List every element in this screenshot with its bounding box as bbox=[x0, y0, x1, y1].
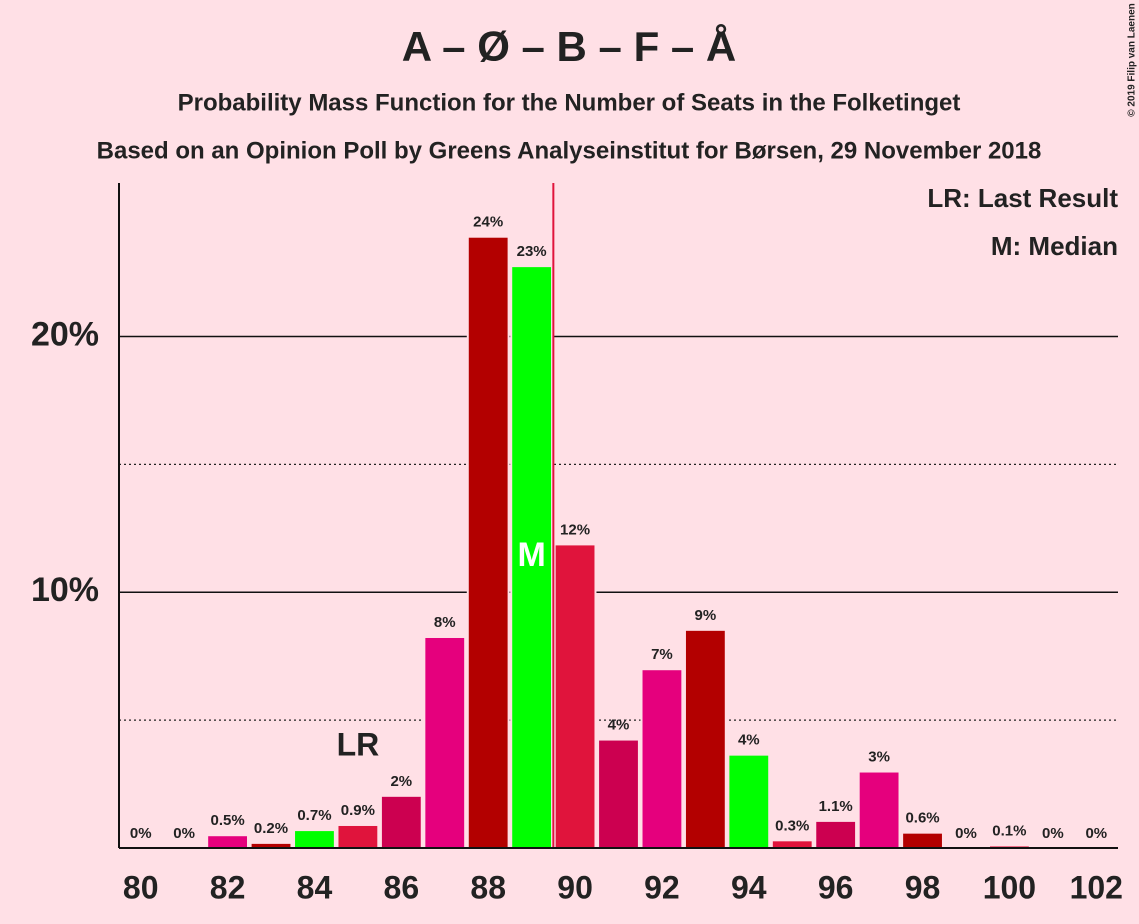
value-label: 4% bbox=[608, 717, 630, 734]
bar bbox=[379, 794, 423, 849]
value-label: 0.2% bbox=[254, 820, 288, 837]
x-tick-label: 94 bbox=[731, 869, 767, 905]
chart-subtitle: Probability Mass Function for the Number… bbox=[178, 89, 961, 116]
value-label: 0.9% bbox=[341, 802, 375, 819]
value-label: 0% bbox=[173, 825, 195, 842]
bar bbox=[640, 668, 684, 849]
value-label: 0.6% bbox=[905, 810, 939, 827]
legend-entry: M: Median bbox=[991, 231, 1118, 261]
value-label: 2% bbox=[390, 773, 412, 790]
x-tick-label: 102 bbox=[1070, 869, 1123, 905]
value-label: 0.7% bbox=[297, 807, 331, 824]
bar bbox=[770, 839, 814, 849]
bar bbox=[814, 819, 858, 850]
value-label: 0.5% bbox=[210, 812, 244, 829]
x-tick-label: 80 bbox=[123, 869, 159, 905]
bar bbox=[293, 829, 336, 849]
value-label: 0% bbox=[1042, 825, 1064, 842]
chart-title: A – Ø – B – F – Å bbox=[402, 23, 737, 70]
bar bbox=[336, 823, 380, 850]
value-label: 1.1% bbox=[819, 798, 853, 815]
bar bbox=[510, 265, 554, 849]
value-label: 0% bbox=[955, 825, 977, 842]
y-tick-label: 20% bbox=[31, 315, 99, 353]
value-label: 24% bbox=[473, 214, 503, 231]
x-tick-label: 100 bbox=[983, 869, 1036, 905]
bar bbox=[423, 635, 467, 849]
value-label: 9% bbox=[695, 607, 717, 624]
value-label: 0% bbox=[1085, 825, 1107, 842]
value-label: 4% bbox=[738, 732, 760, 749]
copyright: © 2019 Filip van Laenen bbox=[1127, 3, 1138, 117]
value-label: 0.1% bbox=[992, 822, 1026, 839]
value-label: 8% bbox=[434, 614, 456, 631]
bar bbox=[901, 831, 944, 850]
x-tick-label: 84 bbox=[297, 869, 333, 905]
x-tick-label: 96 bbox=[818, 869, 854, 905]
bar bbox=[206, 834, 250, 850]
legend-entry: LR: Last Result bbox=[927, 183, 1118, 213]
value-label: 0.3% bbox=[775, 817, 809, 834]
value-label: 12% bbox=[560, 521, 590, 538]
bar bbox=[857, 770, 901, 850]
bar bbox=[597, 738, 640, 849]
x-tick-label: 92 bbox=[644, 869, 680, 905]
y-tick-label: 10% bbox=[31, 571, 99, 609]
x-tick-label: 90 bbox=[557, 869, 593, 905]
bar bbox=[727, 753, 771, 849]
annotation: LR bbox=[337, 726, 380, 762]
annotation: M bbox=[517, 536, 545, 574]
x-tick-label: 82 bbox=[210, 869, 246, 905]
x-tick-label: 88 bbox=[470, 869, 506, 905]
bar bbox=[553, 543, 597, 849]
value-label: 0% bbox=[130, 825, 152, 842]
bar bbox=[683, 628, 727, 850]
x-tick-label: 98 bbox=[905, 869, 941, 905]
x-tick-label: 86 bbox=[384, 869, 420, 905]
chart-caption: Based on an Opinion Poll by Greens Analy… bbox=[97, 137, 1042, 164]
bar bbox=[466, 235, 510, 849]
value-label: 23% bbox=[517, 243, 547, 260]
value-label: 3% bbox=[868, 748, 890, 765]
value-label: 7% bbox=[651, 646, 673, 663]
